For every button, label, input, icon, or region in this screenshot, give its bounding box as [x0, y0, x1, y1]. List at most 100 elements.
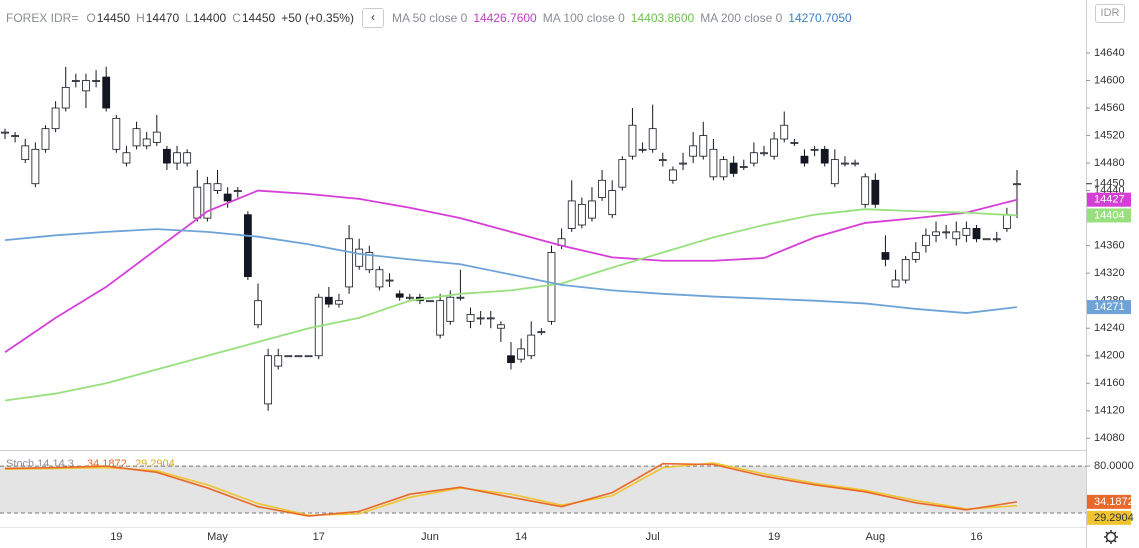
candle-body [770, 138, 779, 157]
candle-body [527, 334, 536, 357]
candle-body [213, 183, 222, 191]
stoch-axis-label: 34.1872 [1094, 496, 1134, 508]
candle-body [173, 152, 181, 164]
y-tick-label: 14600 [1094, 74, 1125, 86]
candle-body [92, 80, 100, 82]
candle-body [881, 252, 890, 260]
candle-body [598, 179, 606, 198]
candle-body [193, 186, 202, 219]
candle-body [284, 355, 293, 358]
x-tick-label: Jun [421, 531, 439, 543]
ma-name: MA 50 close 0 [391, 11, 468, 25]
candle-body [142, 138, 151, 147]
candle-body [952, 231, 961, 240]
quote-value: 14470 [145, 11, 180, 25]
candle-body [132, 128, 141, 147]
quote-value: 14400 [192, 11, 227, 25]
ma-axis-label-box [1087, 192, 1131, 207]
candle-body [658, 159, 667, 162]
quote-key: L [185, 11, 192, 25]
candle-body [760, 152, 768, 155]
candle-body [851, 162, 859, 165]
candle-body [375, 269, 384, 288]
candle-body [355, 248, 364, 267]
legend-header: FOREX IDR= O 14450 H 14470 L 14400 C 14450 +… [6, 8, 858, 28]
candle-body [679, 162, 687, 165]
candle-body [21, 145, 30, 161]
y-tick-label: 80.0000 [1094, 460, 1134, 472]
candle-body [436, 300, 445, 336]
candle-body [426, 300, 434, 303]
candle-body [82, 80, 90, 92]
candle-body [385, 279, 394, 282]
candle-body [274, 355, 283, 367]
stoch-line [4, 462, 1018, 517]
candle-body [628, 124, 637, 157]
candle-body [61, 86, 70, 109]
candle-body [496, 324, 505, 329]
candle-body [638, 148, 647, 151]
ma-axis-label: 14427 [1094, 194, 1125, 206]
candle-body [577, 203, 586, 226]
candle-body [486, 317, 495, 320]
candle-body [992, 238, 1001, 241]
candle-body [264, 355, 273, 405]
quote-key: C [232, 11, 241, 25]
stoch-axis-label: 29.2904 [1094, 512, 1134, 524]
x-tick-label: 19 [110, 531, 122, 543]
y-tick-label: 14240 [1094, 322, 1125, 334]
x-tick-label: Aug [866, 531, 886, 543]
candle-body [163, 148, 171, 164]
stoch-line [4, 462, 1018, 517]
candle-body [841, 162, 849, 165]
quote-key: O [86, 11, 96, 25]
candle-body [729, 162, 738, 174]
candle-body [254, 300, 262, 326]
candle-body [11, 135, 20, 137]
candle-body [152, 131, 161, 143]
settings-icon[interactable] [1104, 530, 1118, 544]
x-tick-label: Jul [646, 531, 660, 543]
x-tick-label: May [207, 531, 228, 543]
candle-body [871, 179, 880, 205]
ma-name: MA 100 close 0 [542, 11, 625, 25]
candle-body [749, 152, 758, 164]
y-tick-label: 14360 [1094, 240, 1125, 252]
candle-body [972, 228, 981, 240]
candle-body [517, 348, 526, 360]
y-tick-label: 14640 [1094, 47, 1125, 59]
candle-body [304, 355, 313, 358]
candle-body [719, 159, 728, 178]
currency-button[interactable]: IDR [1095, 4, 1125, 23]
y-tick-label: 14560 [1094, 102, 1125, 114]
candle-body [1013, 183, 1021, 186]
ma-value: 14270.7050 [788, 11, 852, 25]
quote-key: H [136, 11, 145, 25]
change: +50 (+0.35%) [281, 11, 354, 25]
candle-body [51, 107, 60, 130]
candle-body [830, 159, 839, 185]
candle-body [891, 279, 900, 288]
y-tick-label: 14520 [1094, 129, 1125, 141]
collapse-button[interactable]: ‹ [361, 8, 384, 28]
ma-value: 14426.7600 [473, 11, 537, 25]
y-tick-label: 14320 [1094, 267, 1125, 279]
x-tick-label: 16 [970, 531, 982, 543]
candle-body [932, 231, 940, 236]
candle-body [820, 148, 829, 164]
candle-body [31, 148, 40, 185]
candle-body [405, 296, 414, 299]
candle-body [1, 131, 9, 134]
y-tick-label: 14200 [1094, 350, 1125, 362]
candle-body [112, 117, 121, 150]
candle-body [618, 159, 627, 188]
quote-value: 14450 [96, 11, 131, 25]
candle-body [739, 166, 748, 168]
candle-body [588, 200, 596, 219]
y-tick-label: 14160 [1094, 377, 1125, 389]
candle-body [456, 296, 465, 299]
candle-body [567, 200, 576, 229]
candle-body [71, 80, 80, 82]
candle-body [395, 293, 404, 298]
